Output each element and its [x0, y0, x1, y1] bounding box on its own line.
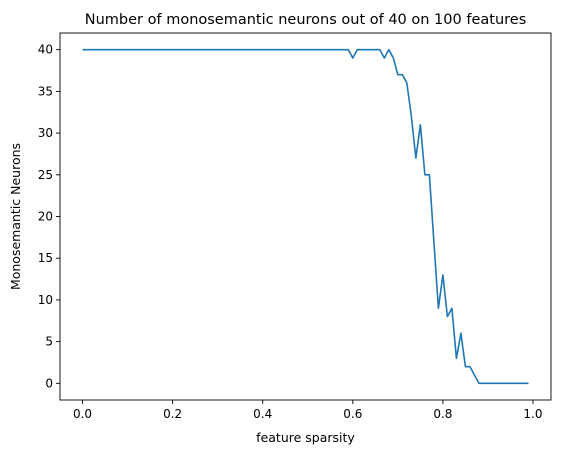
- y-axis-ticks: 0 5 10 15 20 25 30 35 40: [38, 43, 60, 390]
- y-tick-label: 20: [38, 210, 53, 224]
- y-tick-label: 15: [38, 251, 53, 265]
- y-tick-label: 30: [38, 126, 53, 140]
- y-tick-label: 25: [38, 168, 53, 182]
- series-line: [82, 48, 529, 385]
- plot-area-frame: [59, 32, 552, 401]
- x-tick-label: 0.4: [253, 407, 272, 421]
- x-tick-label: 0.0: [73, 407, 92, 421]
- x-tick-label: 0.6: [343, 407, 362, 421]
- x-axis-label: feature sparsity: [256, 430, 355, 445]
- y-tick-label: 0: [45, 376, 53, 390]
- x-axis-ticks: 0.0 0.2 0.4 0.6 0.8 1.0: [73, 400, 543, 421]
- y-tick-label: 5: [45, 335, 53, 349]
- y-axis-label: Monosemantic Neurons: [8, 143, 23, 290]
- y-tick-label: 10: [38, 293, 53, 307]
- y-tick-label: 35: [38, 84, 53, 98]
- x-tick-label: 0.2: [163, 407, 182, 421]
- x-tick-label: 1.0: [523, 407, 542, 421]
- chart-title: Number of monosemantic neurons out of 40…: [85, 12, 527, 28]
- y-tick-label: 40: [38, 43, 53, 57]
- x-tick-label: 0.8: [433, 407, 452, 421]
